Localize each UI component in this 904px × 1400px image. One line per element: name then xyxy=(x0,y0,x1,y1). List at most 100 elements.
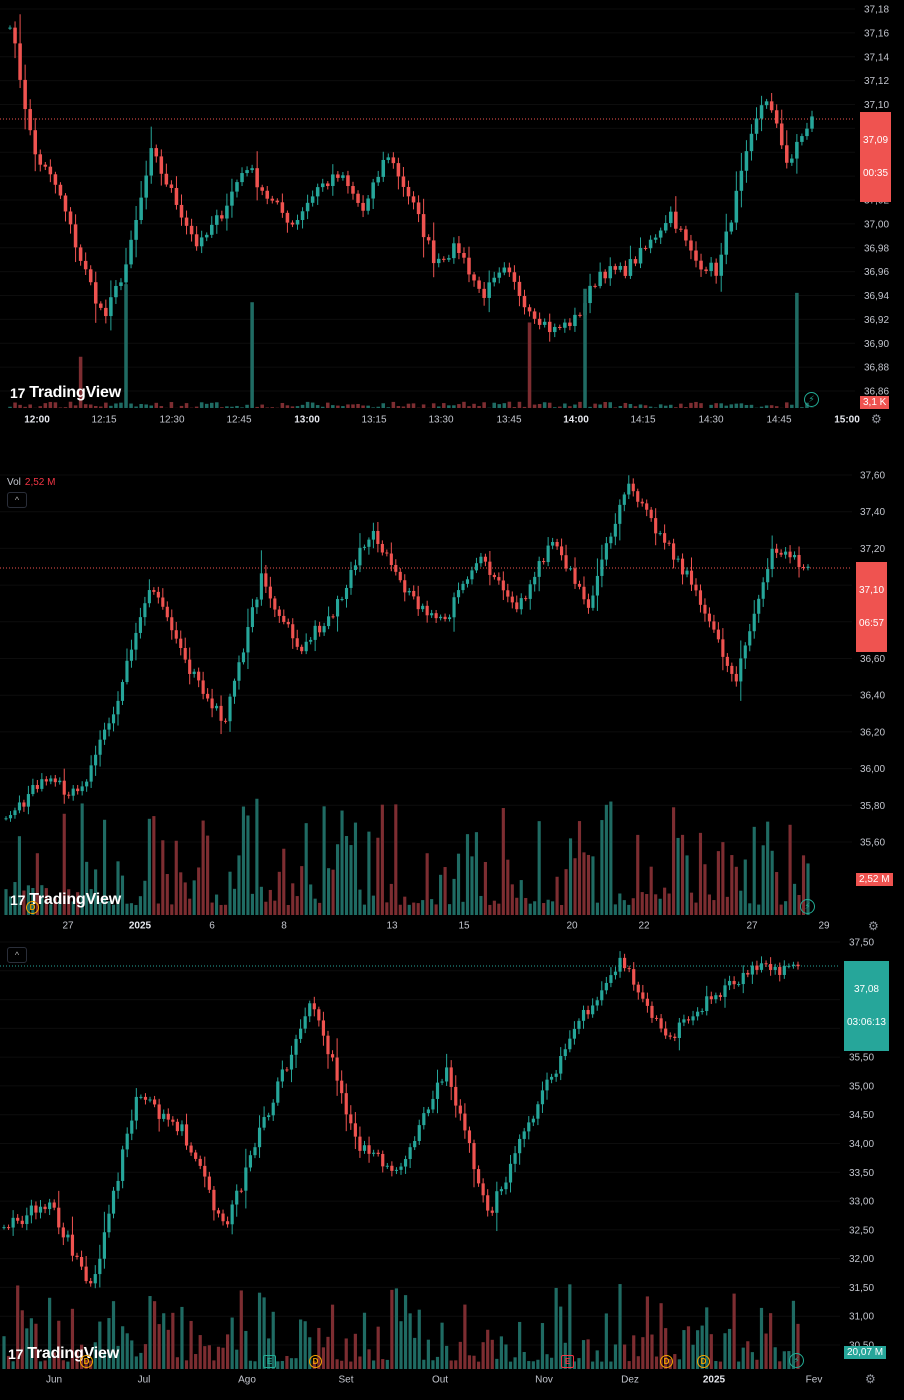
time-tick-label: Nov xyxy=(535,1375,553,1386)
time-tick-label: 27 xyxy=(62,921,74,932)
volume-bar xyxy=(4,889,8,915)
candle-body xyxy=(98,1258,102,1275)
volume-bar xyxy=(376,406,380,408)
time-axis[interactable]: 27 2025 6 8 13 15 20 22 27 29 xyxy=(62,921,830,932)
price-tick-label: 36,40 xyxy=(860,691,885,702)
candle-body xyxy=(470,570,474,580)
collapse-chevron-icon[interactable]: ^ xyxy=(7,492,27,508)
settings-icon[interactable]: ⚙ xyxy=(865,1372,876,1386)
volume-bar xyxy=(577,821,582,915)
candle-body xyxy=(28,109,32,131)
volume-bar xyxy=(216,1346,221,1369)
intraday-chart[interactable]: 37,1837,1637,1437,1237,1037,0837,0637,04… xyxy=(0,0,904,432)
volume-bar xyxy=(184,403,189,408)
time-axis[interactable]: 12:00 12:15 12:30 12:45 13:00 13:15 13:30 13:45… xyxy=(24,415,860,426)
candle-body xyxy=(300,646,304,652)
candle-body xyxy=(22,802,26,807)
bolt-icon[interactable]: ⚡ xyxy=(800,899,815,914)
candle-body xyxy=(533,576,537,585)
candle-body xyxy=(769,964,773,970)
volume-bar xyxy=(583,288,587,408)
settings-icon[interactable]: ⚙ xyxy=(871,412,882,426)
volume-bar xyxy=(253,1361,257,1369)
volume-bar xyxy=(618,406,623,408)
bolt-icon[interactable]: ⚡ xyxy=(804,392,819,407)
time-tick-label: 29 xyxy=(818,921,830,932)
candle-body xyxy=(476,1169,481,1184)
intraday-chart-panel[interactable]: 37,1837,1637,1437,1237,1037,0837,0637,04… xyxy=(0,0,904,432)
candle-body xyxy=(120,682,125,701)
candle-body xyxy=(490,1210,494,1213)
volume-bar xyxy=(394,804,398,915)
candle-body xyxy=(618,957,622,972)
time-tick-label: 14:15 xyxy=(630,415,655,426)
dividend-event-icon[interactable]: D xyxy=(660,1355,673,1368)
candle-body xyxy=(685,570,689,575)
daily-chart-panel[interactable]: 37,5037,0036,5036,0035,5035,0034,5034,00… xyxy=(0,937,904,1400)
dividend-event-icon[interactable]: D xyxy=(80,1355,93,1368)
candle-body xyxy=(785,145,789,163)
time-tick-label: Jun xyxy=(46,1375,62,1386)
daily-chart[interactable]: 37,5037,0036,5036,0035,5035,0034,5034,00… xyxy=(0,937,904,1400)
candle-body xyxy=(507,267,512,273)
settings-icon[interactable]: ⚙ xyxy=(868,919,879,933)
candle-body xyxy=(558,326,562,328)
volume-bar xyxy=(313,898,317,915)
volume-bar xyxy=(344,1338,348,1369)
volume-bars xyxy=(2,1284,800,1369)
candle-body xyxy=(139,197,143,221)
earnings-event-icon[interactable]: E xyxy=(561,1355,574,1368)
hourly-chart[interactable]: 37,6037,4037,2037,0036,8036,6036,4036,20… xyxy=(0,465,904,937)
candle-body xyxy=(603,271,607,279)
volume-bar xyxy=(93,406,98,408)
volume-bar xyxy=(282,848,286,915)
volume-legend: Vol 2,52 M xyxy=(7,477,56,488)
candle-body xyxy=(522,1131,526,1139)
volume-bar xyxy=(125,903,129,915)
candle-body xyxy=(62,780,66,795)
volume-bar xyxy=(111,1301,116,1369)
volume-bar xyxy=(454,1360,458,1369)
volume-bar xyxy=(492,900,496,915)
candle-body xyxy=(513,1153,517,1164)
candle-body xyxy=(303,1016,307,1029)
dividend-event-icon[interactable]: D xyxy=(697,1355,710,1368)
candle-body xyxy=(184,217,189,226)
time-tick-label: 20 xyxy=(566,921,578,932)
candle-body xyxy=(572,1028,576,1039)
volume-bar xyxy=(413,1337,417,1369)
candle-body xyxy=(653,237,658,240)
candle-body xyxy=(43,1206,47,1210)
volume-bar xyxy=(714,1360,718,1369)
volume-bar xyxy=(286,904,290,915)
volume-bar xyxy=(527,322,532,408)
earnings-event-icon[interactable]: E xyxy=(263,1355,276,1368)
volume-bar xyxy=(353,822,358,915)
hourly-chart-panel[interactable]: 37,6037,4037,2037,0036,8036,6036,4036,20… xyxy=(0,465,904,937)
dividend-event-icon[interactable]: D xyxy=(309,1355,322,1368)
volume-bar xyxy=(709,404,713,408)
candle-body xyxy=(425,605,429,616)
candle-body xyxy=(130,1120,134,1134)
candle-body xyxy=(654,518,658,534)
volume-bar xyxy=(447,405,451,408)
dividend-event-icon[interactable]: D xyxy=(26,901,39,914)
candle-body xyxy=(497,272,502,278)
price-tick-label: 36,60 xyxy=(860,654,885,665)
collapse-chevron-icon[interactable]: ^ xyxy=(7,947,27,963)
price-axis[interactable]: 37,6037,4037,2037,0036,8036,6036,4036,20… xyxy=(860,471,885,849)
volume-bar xyxy=(725,896,729,915)
candle-body xyxy=(645,503,649,510)
volume-bar xyxy=(184,1360,189,1369)
bolt-icon[interactable]: ⚡ xyxy=(789,1353,804,1368)
candle-body xyxy=(518,1138,522,1154)
candle-body xyxy=(396,163,401,177)
candle-body xyxy=(286,621,290,625)
time-axis[interactable]: Jun Jul Ago Set Out Nov Dez 2025 Fev xyxy=(46,1375,822,1386)
tradingview-logo: 17 TradingView xyxy=(10,891,121,908)
candle-body xyxy=(413,1140,417,1148)
volume-tag: 3,1 K xyxy=(860,396,890,409)
candle-body xyxy=(754,118,759,134)
volume-bar xyxy=(689,892,694,915)
volume-bar xyxy=(522,406,527,408)
